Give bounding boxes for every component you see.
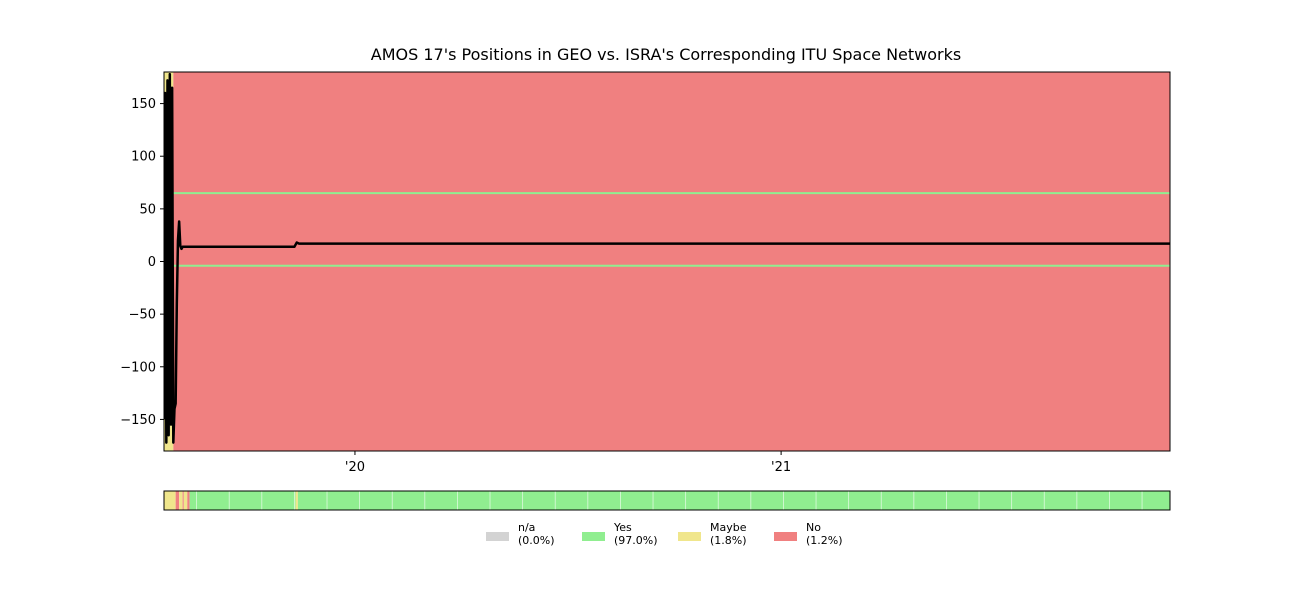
strip-segment xyxy=(164,491,168,510)
strip-segment xyxy=(183,491,188,510)
legend-swatch xyxy=(486,532,509,541)
legend-label-line: (1.8%) xyxy=(710,534,747,547)
legend: n/a (0.0%) Yes (97.0%) Maybe (1.8%) No (1.2%) xyxy=(486,521,843,547)
legend-swatch xyxy=(582,532,605,541)
legend-label-line: No xyxy=(806,521,821,534)
strip-frame xyxy=(163,490,1171,511)
legend-label-line: (1.2%) xyxy=(806,534,843,547)
x-tick-label: '20 xyxy=(345,460,365,475)
legend-label-line: (97.0%) xyxy=(614,534,658,547)
legend-label: Yes (97.0%) xyxy=(613,521,658,547)
legend-label-line: n/a xyxy=(518,521,535,534)
y-tick-label: −150 xyxy=(120,413,156,428)
y-tick-label: 100 xyxy=(131,150,156,165)
legend-label: n/a (0.0%) xyxy=(518,521,555,547)
strip-segment xyxy=(297,491,1170,510)
y-tick-label: 150 xyxy=(131,97,156,112)
legend-label-line: (0.0%) xyxy=(518,534,555,547)
legend-label-line: Yes xyxy=(613,521,632,534)
series-line xyxy=(164,72,1170,444)
x-tick-label: '21 xyxy=(771,460,791,475)
legend-swatch xyxy=(774,532,797,541)
plot-area: 150 100 50 0 −50 −100 −150 '20 '21 xyxy=(120,71,1171,475)
y-tick-label: −50 xyxy=(129,308,156,323)
legend-swatch xyxy=(678,532,701,541)
strip-segment xyxy=(189,491,296,510)
chart-title: AMOS 17's Positions in GEO vs. ISRA's Co… xyxy=(371,45,961,64)
legend-label: Maybe (1.8%) xyxy=(710,521,747,547)
y-tick-label: 50 xyxy=(139,202,156,217)
status-strip xyxy=(163,490,1171,511)
y-tick-label: −100 xyxy=(120,360,156,375)
strip-segment xyxy=(175,491,180,510)
strip-segment xyxy=(179,491,183,510)
strip-segment xyxy=(295,491,298,510)
y-tick-label: 0 xyxy=(148,255,156,270)
strip-segment xyxy=(167,491,176,510)
strip-segment xyxy=(187,491,190,510)
background-band xyxy=(173,72,1170,451)
legend-label-line: Maybe xyxy=(710,521,747,534)
legend-label: No (1.2%) xyxy=(806,521,843,547)
strip-segment xyxy=(182,491,184,510)
